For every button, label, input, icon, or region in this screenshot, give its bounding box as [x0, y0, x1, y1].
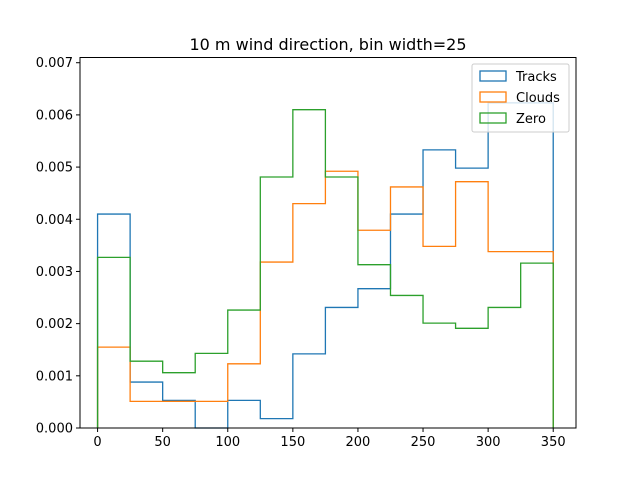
y-tick-label: 0.000 — [36, 422, 73, 437]
x-tick-label: 300 — [476, 435, 501, 450]
y-tick-label: 0.006 — [36, 108, 73, 123]
legend-label-tracks: Tracks — [515, 70, 557, 85]
axes-frame — [79, 57, 577, 429]
x-tick-label: 250 — [411, 435, 436, 450]
x-tick-label: 0 — [93, 435, 101, 450]
series-tracks-step — [96, 102, 554, 429]
legend: Tracks Clouds Zero — [471, 63, 570, 133]
legend-label-clouds: Clouds — [516, 91, 560, 106]
series-zero-step — [96, 109, 554, 428]
y-axis: 0.000 0.001 0.002 0.003 0.004 0.005 0.006 0.007 — [36, 56, 80, 437]
y-tick-label: 0.003 — [36, 265, 73, 280]
x-tick-label: 350 — [541, 435, 566, 450]
legend-swatch-clouds — [479, 91, 507, 103]
x-tick-label: 100 — [215, 435, 240, 450]
y-tick-label: 0.005 — [36, 161, 73, 176]
y-tick-label: 0.001 — [36, 369, 73, 384]
y-tick-label: 0.004 — [36, 213, 73, 228]
chart-title: 10 m wind direction, bin width=25 — [189, 35, 466, 54]
x-tick-label: 200 — [346, 435, 371, 450]
legend-label-zero: Zero — [516, 112, 546, 127]
series-clouds-step — [96, 170, 554, 428]
legend-swatch-tracks — [479, 70, 507, 82]
y-tick-label: 0.002 — [36, 317, 73, 332]
series-layer — [96, 102, 554, 429]
legend-swatch-zero — [479, 112, 507, 124]
x-tick-label: 150 — [280, 435, 305, 450]
x-tick-label: 50 — [154, 435, 171, 450]
x-axis: 0 50 100 150 200 250 300 350 — [93, 428, 566, 450]
y-tick-label: 0.007 — [36, 56, 73, 71]
